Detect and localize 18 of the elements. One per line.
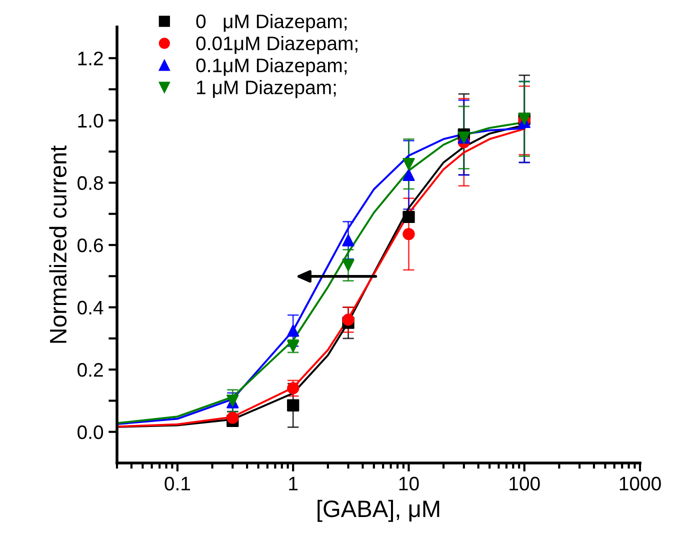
y-tick-label: 0.2: [78, 363, 103, 377]
legend-label: 0.01μM Diazepam;: [196, 36, 358, 54]
y-tick-label: 0.4: [78, 300, 104, 315]
x-tick-label: 1: [289, 476, 298, 490]
legend-label: 1 μM Diazepam;: [197, 80, 336, 98]
x-tick-label: 10: [399, 476, 419, 490]
legend-label: 0.1μM Diazepam;: [196, 58, 347, 76]
y-tick-label: 0.6: [78, 238, 103, 252]
x-tick-label: 1000: [620, 476, 661, 490]
y-tick-label: 0.8: [78, 176, 103, 190]
y-tick-label: 1.2: [78, 52, 103, 66]
y-tick-label: 1.0: [78, 114, 104, 128]
x-tick-label: 100: [510, 476, 540, 490]
x-tick-label: 0.1: [164, 476, 190, 490]
x-axis-title: [GABA], μM: [318, 500, 440, 522]
legend-label: 0 μM Diazepam;: [196, 14, 347, 32]
y-tick-label: 0.0: [78, 425, 104, 440]
y-axis-title: Normalized current: [49, 145, 67, 343]
